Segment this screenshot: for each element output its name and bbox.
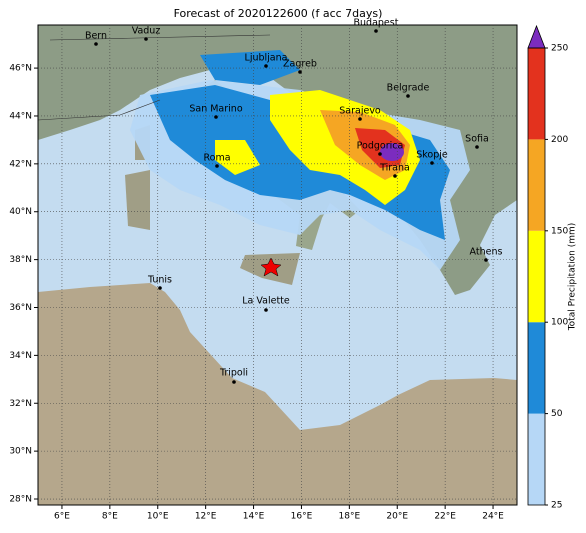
city-label: Skopje	[416, 150, 448, 161]
colorbar-segment	[528, 139, 545, 231]
city-dot	[475, 145, 479, 149]
city-label: Zagreb	[283, 59, 317, 70]
colorbar-extend	[527, 24, 546, 49]
city-label: Tripoli	[219, 368, 248, 379]
x-tick-label: 8°E	[102, 512, 118, 522]
city-dot	[232, 380, 236, 384]
colorbar-tick-label: 25	[551, 501, 562, 511]
y-tick-label: 44°N	[9, 111, 32, 121]
city-dot	[430, 161, 434, 165]
colorbar-frame	[527, 47, 546, 506]
city-dot	[484, 258, 488, 262]
y-tick-label: 40°N	[9, 207, 32, 217]
colorbar-segment	[528, 230, 545, 323]
colorbar-segment	[528, 413, 545, 505]
y-tick-label: 32°N	[9, 399, 32, 409]
city-dot	[264, 64, 268, 68]
city-label: Tunis	[147, 275, 172, 286]
city-dot	[94, 42, 98, 46]
y-tick-label: 38°N	[9, 255, 32, 265]
city-dot	[393, 174, 397, 178]
x-tick-label: 24°E	[482, 512, 504, 522]
colorbar-segment	[528, 48, 545, 140]
x-tick-label: 22°E	[434, 512, 456, 522]
city-label: Bern	[85, 31, 107, 42]
x-tick-label: 12°E	[195, 512, 217, 522]
colorbar-tick-label: 100	[551, 318, 568, 328]
city-label: Ljubljana	[245, 53, 288, 64]
x-tick-label: 6°E	[54, 512, 70, 522]
city-label: Belgrade	[387, 83, 430, 94]
y-tick-label: 36°N	[9, 303, 32, 313]
x-tick-label: 14°E	[243, 512, 265, 522]
colorbar-label: Total Precipitation (mm)	[568, 223, 578, 332]
city-dot	[158, 286, 162, 290]
event-star	[260, 257, 282, 277]
city-label: Sofia	[465, 134, 489, 145]
city-dot	[298, 70, 302, 74]
colorbar-segment	[528, 322, 545, 414]
city-dot	[374, 29, 378, 33]
city-label: La Valette	[242, 296, 290, 307]
y-tick-label: 42°N	[9, 159, 32, 169]
basemap	[38, 25, 517, 505]
city-dot	[214, 115, 218, 119]
city-dot	[264, 308, 268, 312]
city-label: Tirana	[379, 163, 410, 174]
map-title: Forecast of 2020122600 (f acc 7days)	[174, 7, 383, 20]
city-dot	[215, 164, 219, 168]
city-label: Roma	[203, 153, 230, 164]
y-tick-label: 30°N	[9, 447, 32, 457]
colorbar-tick-label: 150	[551, 226, 568, 236]
city-dot	[378, 152, 382, 156]
map-frame	[37, 24, 518, 506]
x-tick-label: 20°E	[386, 512, 408, 522]
city-dot	[406, 94, 410, 98]
city-label: Podgorica	[357, 141, 404, 152]
city-dot	[358, 117, 362, 121]
y-tick-label: 46°N	[9, 64, 32, 74]
x-tick-label: 10°E	[147, 512, 169, 522]
colorbar-tick-label: 250	[551, 44, 568, 54]
y-tick-label: 34°N	[9, 351, 32, 361]
city-label: San Marino	[189, 104, 242, 115]
x-tick-label: 18°E	[339, 512, 361, 522]
city-label: Athens	[470, 247, 503, 258]
y-tick-label: 28°N	[9, 495, 32, 505]
colorbar-tick-label: 200	[551, 135, 568, 145]
city-dot	[144, 37, 148, 41]
city-label: Sarajevo	[339, 106, 381, 117]
colorbar-tick-label: 50	[551, 409, 563, 419]
x-tick-label: 16°E	[291, 512, 313, 522]
city-label: Budapest	[354, 18, 399, 29]
city-label: Vaduz	[132, 26, 161, 37]
